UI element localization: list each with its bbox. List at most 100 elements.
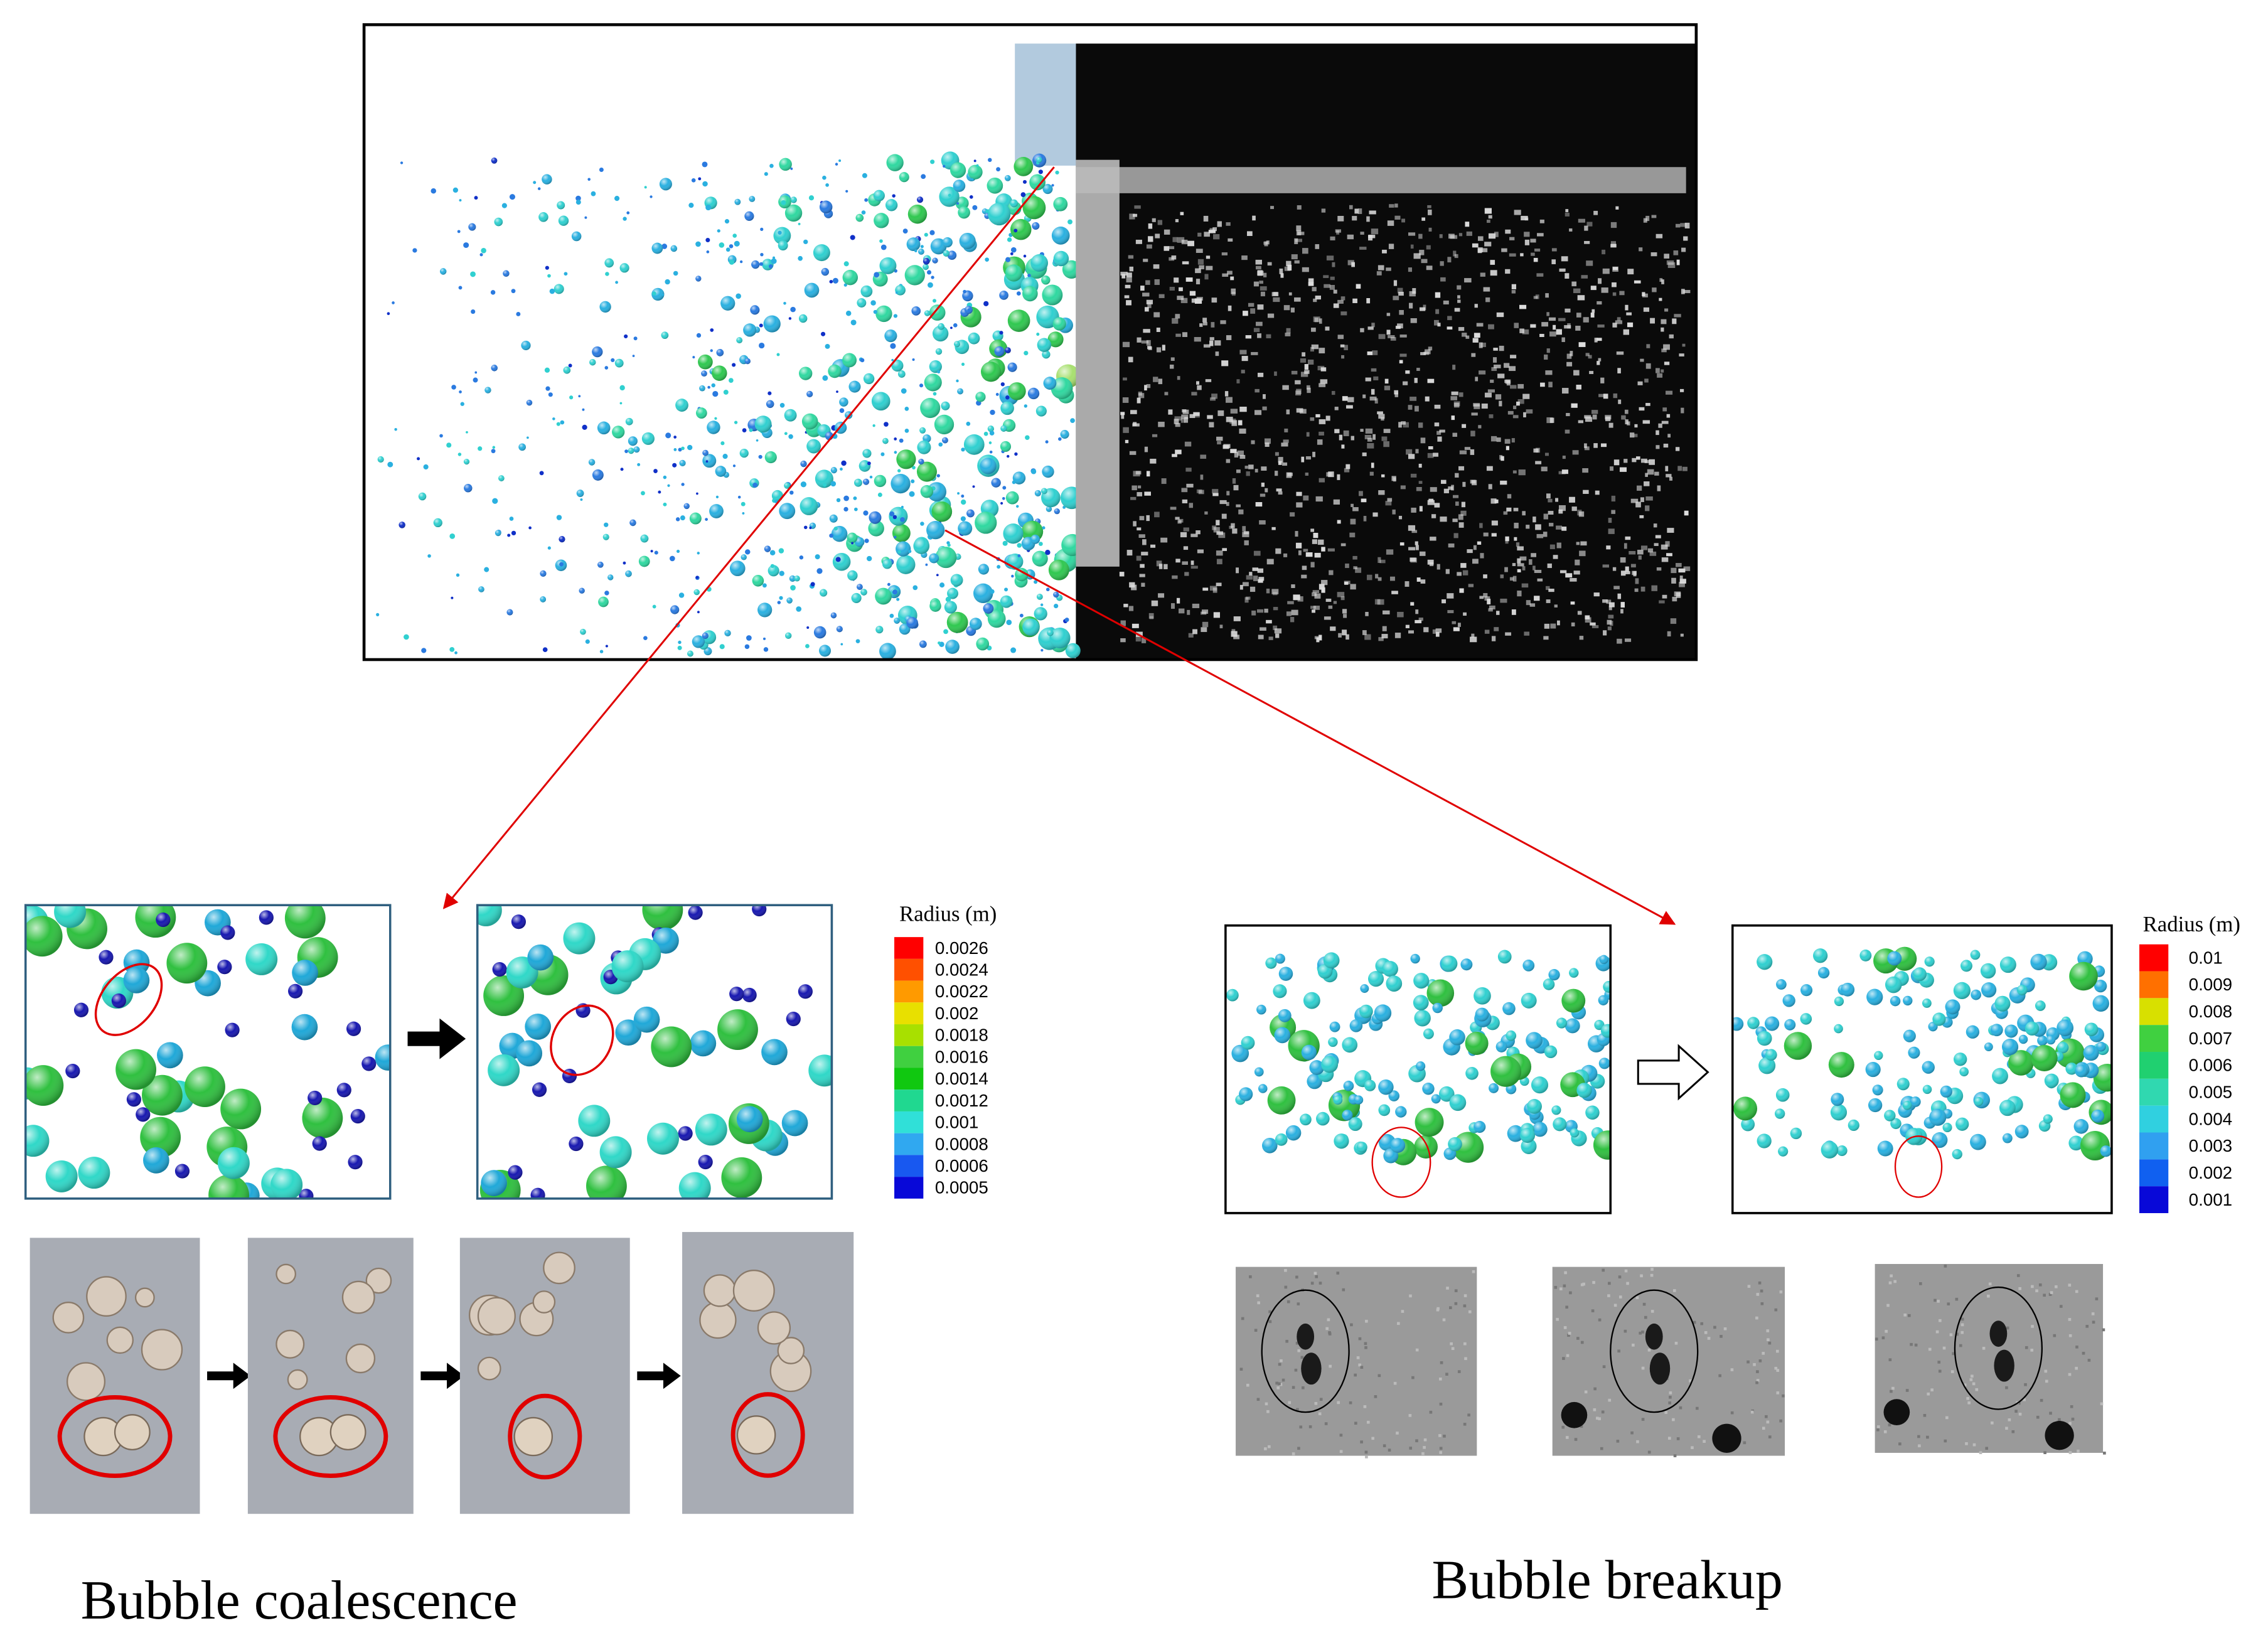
speckle [1202, 318, 1207, 323]
bubble [624, 334, 628, 339]
bubble-shade [1303, 992, 1320, 1009]
bubble-shade [1356, 1142, 1367, 1153]
noise [1415, 1439, 1418, 1443]
speckle [1555, 498, 1559, 502]
bubble [867, 555, 872, 562]
bubble-shade [640, 534, 649, 543]
speckle [1121, 414, 1125, 419]
noise [1963, 1383, 1967, 1387]
bubble [855, 639, 860, 644]
bubble [695, 241, 701, 247]
speckle [1202, 587, 1209, 591]
speckle [1644, 460, 1650, 464]
noise [1365, 1455, 1368, 1459]
speckle [1290, 308, 1295, 313]
speckle [1222, 548, 1228, 551]
bubble-shade [734, 198, 741, 205]
bubble [776, 353, 780, 356]
bubble [509, 194, 515, 200]
speckle [1142, 292, 1150, 297]
bubble-shade [1474, 1120, 1486, 1133]
bubble-shade [348, 1155, 363, 1170]
bubble [790, 585, 796, 591]
bubble-shade [659, 178, 672, 191]
speckle [1321, 580, 1328, 586]
bubble [695, 576, 699, 579]
speckle [1279, 268, 1283, 274]
speckle [1312, 609, 1315, 613]
speckle [1578, 218, 1585, 223]
speckle [1474, 404, 1480, 409]
speckle [1479, 596, 1484, 599]
bubble-shade [1460, 958, 1473, 971]
speckle [1477, 247, 1483, 253]
speckle [1198, 490, 1204, 495]
speckle [1612, 323, 1617, 328]
bubble [537, 187, 541, 190]
bubble-shade [1007, 362, 1017, 372]
speckle [1679, 579, 1686, 584]
bubble [790, 167, 793, 170]
speckle [1575, 559, 1580, 565]
speckle [1131, 485, 1137, 491]
bubble [746, 635, 752, 641]
speckle [1459, 450, 1467, 454]
bubble [816, 568, 823, 574]
noise [2025, 1346, 2028, 1349]
bubble-shade [702, 454, 717, 468]
speckle [1282, 385, 1289, 390]
noise [1730, 1368, 1734, 1371]
speckle [1394, 203, 1398, 208]
speckle [1545, 586, 1550, 591]
speckle [1681, 289, 1685, 294]
bubble-shade [847, 570, 858, 581]
speckle [1457, 295, 1460, 299]
bubble-shade [860, 285, 873, 297]
speckle [1251, 440, 1255, 444]
speckle [1571, 403, 1578, 408]
bubble [997, 565, 1001, 569]
speckle [1406, 449, 1413, 455]
bubble [989, 450, 993, 454]
bubble-shade [1032, 550, 1048, 567]
speckle [1264, 241, 1268, 247]
bubble-shade [1000, 441, 1012, 452]
speckle [1386, 329, 1391, 335]
speckle [1286, 611, 1292, 616]
bubble-shade [607, 574, 614, 581]
speckle [1317, 439, 1323, 445]
speckle [1443, 488, 1449, 493]
speckle [1603, 630, 1607, 636]
noise [1618, 1275, 1622, 1278]
bubble-shade [123, 967, 150, 993]
speckle [1126, 550, 1133, 556]
speckle [1367, 443, 1374, 449]
speckle [1356, 284, 1361, 289]
speckle [1291, 370, 1298, 375]
speckle [1319, 634, 1322, 641]
bubble [696, 333, 702, 338]
speckle [1597, 361, 1600, 365]
speckle [1212, 493, 1219, 496]
speckle [1666, 553, 1672, 557]
bubble-shade [919, 640, 927, 648]
colorbar-swatch [894, 937, 924, 959]
bubble-shade [752, 574, 764, 587]
bubble-shade [958, 206, 970, 219]
speckle [1372, 350, 1378, 355]
bubble-shade [588, 459, 596, 466]
speckle [1253, 576, 1258, 581]
noise [1554, 1285, 1558, 1289]
speckle [1490, 436, 1497, 442]
bubble-shade [563, 366, 571, 374]
bubble-shade [463, 459, 470, 465]
noise [2018, 1287, 2022, 1290]
experiment-view [1076, 43, 1696, 660]
speckle [1616, 351, 1624, 355]
bubble [925, 563, 928, 566]
bubble [665, 432, 671, 439]
speckle [1267, 313, 1275, 318]
colorbar-label: 0.01 [2189, 948, 2223, 967]
speckle [1601, 443, 1607, 447]
speckle [1189, 503, 1194, 508]
